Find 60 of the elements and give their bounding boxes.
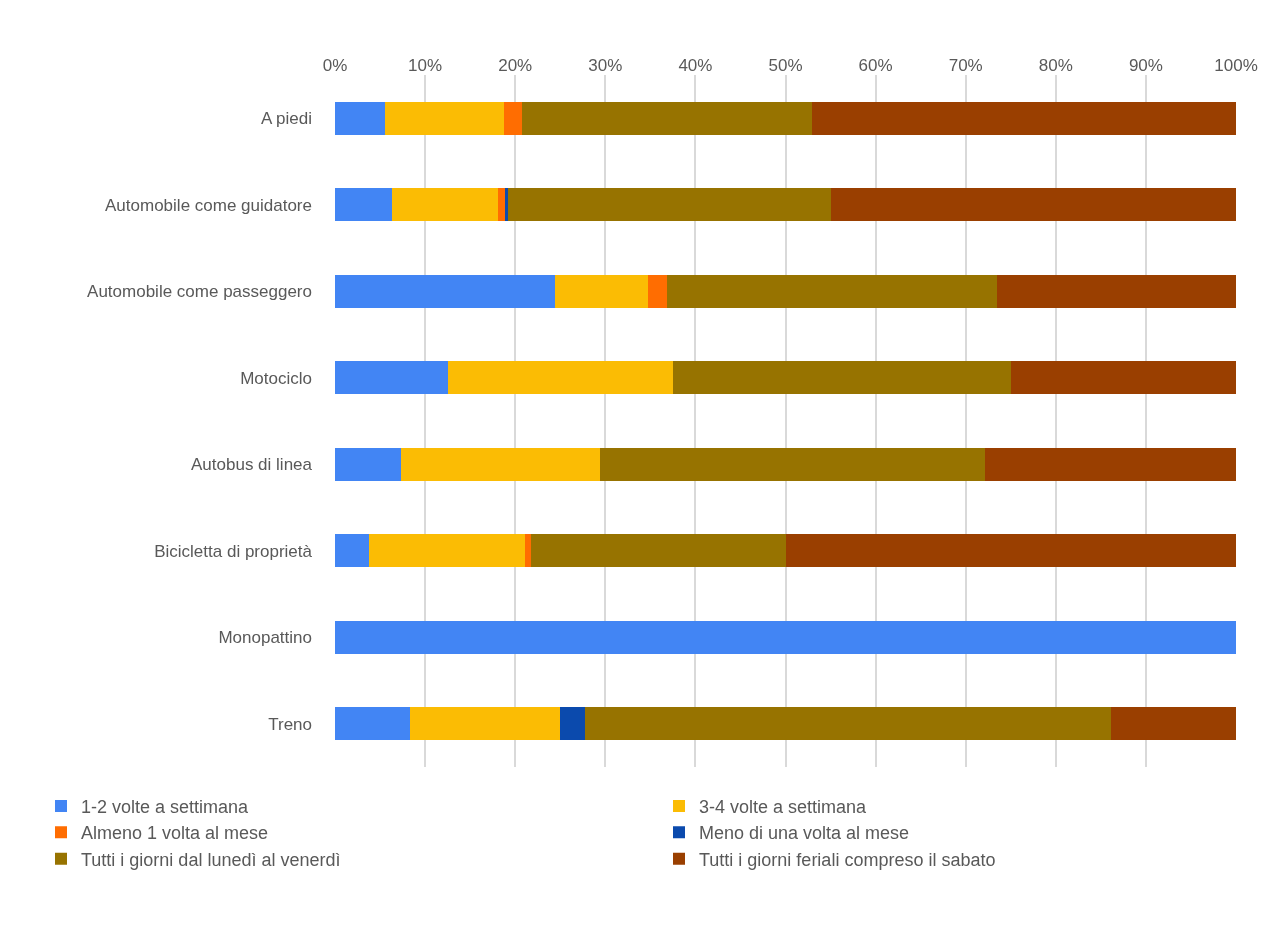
- bar: [498, 188, 506, 222]
- bar: [369, 534, 526, 568]
- y-tick-label: Autobus di linea: [191, 455, 313, 475]
- bar: [409, 707, 561, 741]
- x-tick-label: 80%: [1038, 55, 1073, 75]
- y-tick-label: A piedi: [260, 109, 312, 129]
- bar: [560, 707, 586, 741]
- bar: [672, 361, 1011, 395]
- bar: [525, 534, 532, 568]
- bar: [554, 274, 648, 308]
- bar: [504, 101, 523, 135]
- bar: [335, 707, 410, 741]
- y-tick-label: Bicicletta di proprietà: [154, 541, 313, 561]
- bar: [385, 101, 505, 135]
- x-tick-label: 100%: [1214, 55, 1258, 75]
- x-tick-label: 60%: [858, 55, 893, 75]
- bar: [335, 101, 386, 135]
- bar: [335, 274, 555, 308]
- legend-label: Tutti i giorni dal lunedì al venerdì: [81, 849, 341, 870]
- bar: [391, 188, 499, 222]
- bar: [997, 274, 1236, 308]
- x-tick-label: 10%: [408, 55, 443, 75]
- x-tick-label: 30%: [588, 55, 623, 75]
- legend-label: Meno di una volta al mese: [699, 823, 910, 844]
- bar: [984, 447, 1236, 481]
- bar: [505, 188, 508, 222]
- bar: [599, 447, 985, 481]
- bar: [666, 274, 998, 308]
- bar: [447, 361, 673, 395]
- legend-label: Almeno 1 volta al mese: [81, 823, 269, 844]
- legend-label: 1-2 volte a settimana: [81, 796, 250, 817]
- y-tick-label: Automobile come passeggero: [87, 282, 312, 302]
- bar: [335, 620, 1236, 654]
- y-tick-label: Motociclo: [240, 368, 312, 388]
- x-tick-label: 50%: [768, 55, 803, 75]
- bar: [647, 274, 667, 308]
- bar: [522, 101, 812, 135]
- y-tick-label: Monopattino: [218, 628, 312, 648]
- bar: [335, 534, 370, 568]
- bar: [335, 188, 392, 222]
- x-tick-label: 90%: [1128, 55, 1163, 75]
- bar: [400, 447, 600, 481]
- y-tick-label: Automobile come guidatore: [105, 195, 312, 215]
- bar: [785, 534, 1236, 568]
- bar: [507, 188, 831, 222]
- bar: [830, 188, 1236, 222]
- x-tick-label: 0%: [322, 55, 348, 75]
- bar: [531, 534, 786, 568]
- bar: [1110, 707, 1236, 741]
- bar: [335, 361, 448, 395]
- legend-label: 3-4 volte a settimana: [699, 796, 868, 817]
- bar: [585, 707, 1111, 741]
- y-tick-label: Treno: [268, 714, 312, 734]
- bar: [335, 447, 401, 481]
- bar: [1010, 361, 1236, 395]
- x-tick-label: 70%: [948, 55, 983, 75]
- x-tick-label: 40%: [678, 55, 713, 75]
- x-tick-label: 20%: [498, 55, 533, 75]
- bar: [811, 101, 1236, 135]
- legend-label: Tutti i giorni feriali compreso il sabato: [699, 849, 996, 870]
